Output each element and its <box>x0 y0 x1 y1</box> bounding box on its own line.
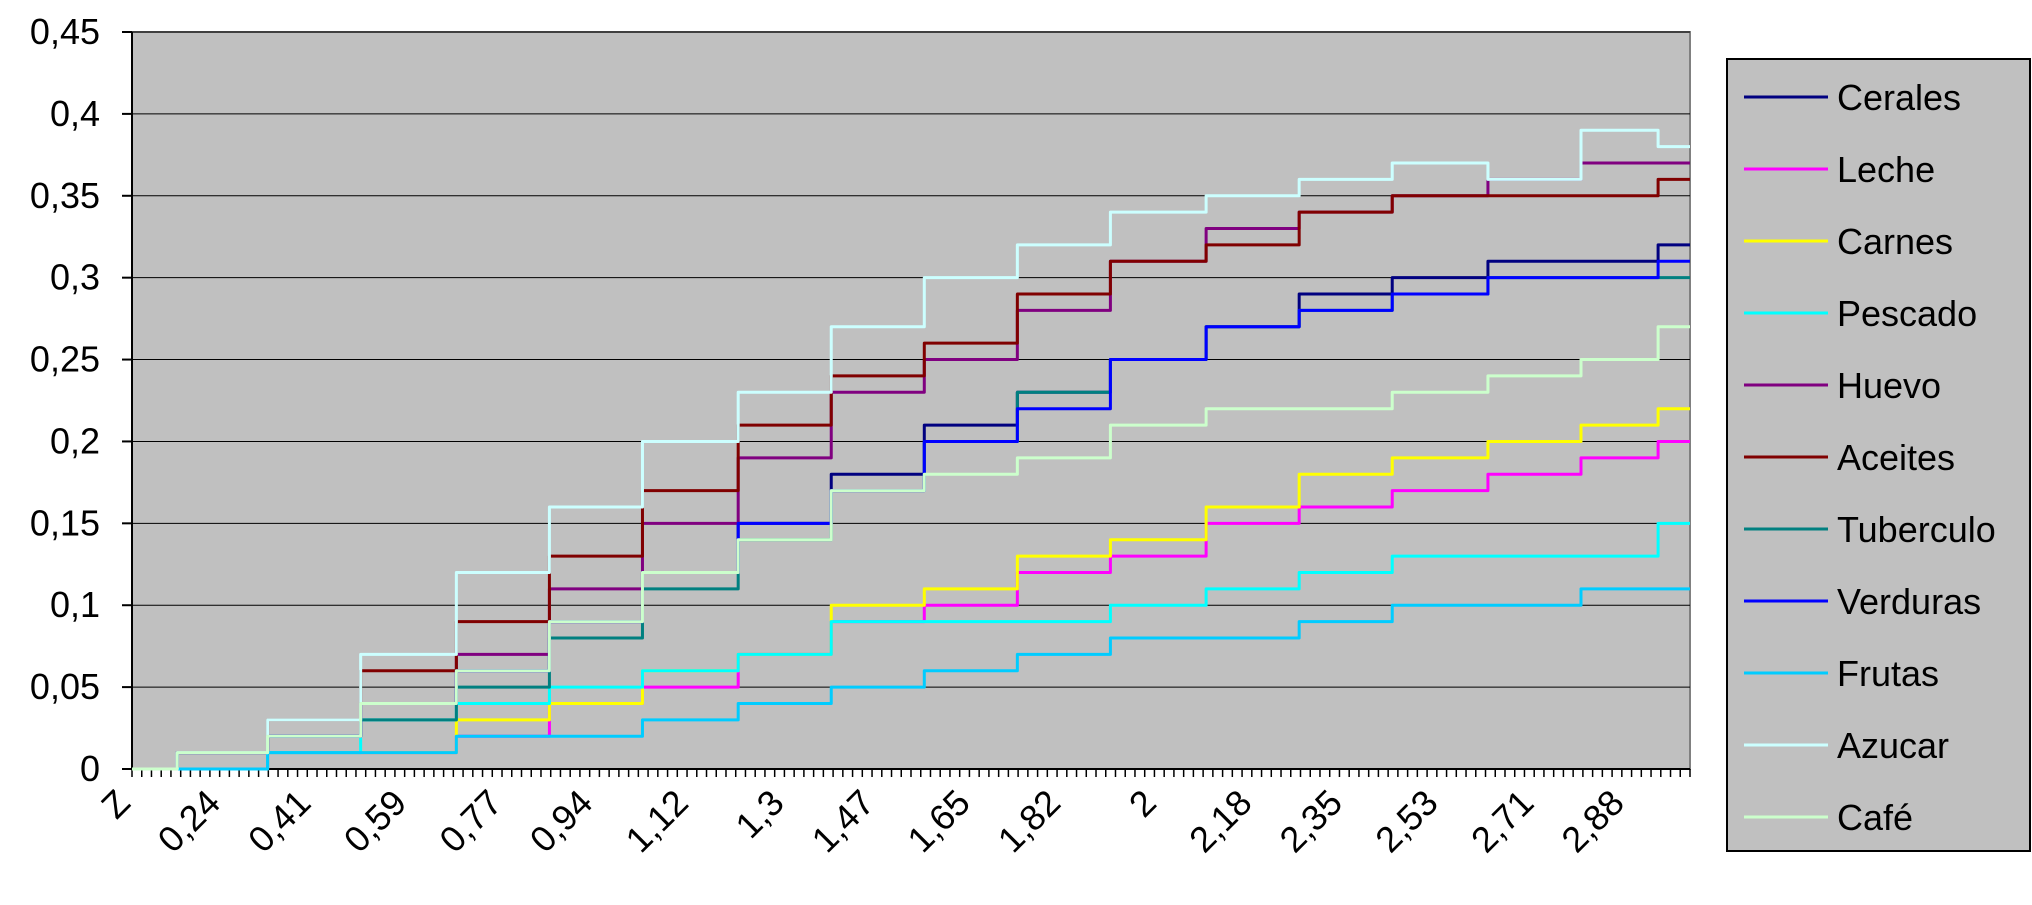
series-line <box>132 128 1690 771</box>
legend-label: Café <box>1837 797 1913 838</box>
legend-label: Frutas <box>1837 653 1939 694</box>
series-line <box>132 587 1690 771</box>
series-lines <box>132 128 1690 771</box>
plot-area <box>131 31 1691 770</box>
y-tick-label: 0,15 <box>30 502 100 543</box>
legend-label: Azucar <box>1837 725 1949 766</box>
series-line <box>132 325 1690 771</box>
y-tick-label: 0,45 <box>30 11 100 52</box>
y-axis: 0 0,05 0,1 0,15 0,2 0,25 0,3 0,35 0,4 0,45 <box>30 11 133 789</box>
legend-items: Cerales Leche Carnes Pescado Huevo Aceites Tub… <box>1744 77 1996 838</box>
y-tick-label: 0,2 <box>50 420 100 461</box>
y-tick-label: 0,3 <box>50 257 100 298</box>
legend: Cerales Leche Carnes Pescado Huevo Aceites Tub… <box>1726 58 2031 852</box>
legend-label: Huevo <box>1837 365 1941 406</box>
y-tick-label: 0 <box>80 748 100 789</box>
y-tick-label: 0,4 <box>50 93 100 134</box>
y-tick-label: 0,05 <box>30 666 100 707</box>
series-line <box>132 177 1690 771</box>
y-tick-label: 0,1 <box>50 584 100 625</box>
y-tick-label: 0,25 <box>30 339 100 380</box>
legend-label: Aceites <box>1837 437 1955 478</box>
legend-label: Leche <box>1837 149 1935 190</box>
legend-label: Pescado <box>1837 293 1977 334</box>
legend-label: Carnes <box>1837 221 1953 262</box>
legend-label: Verduras <box>1837 581 1981 622</box>
legend-label: Cerales <box>1837 77 1961 118</box>
legend-label: Tuberculo <box>1837 509 1996 550</box>
legend-box <box>1726 58 2031 852</box>
y-tick-label: 0,35 <box>30 175 100 216</box>
